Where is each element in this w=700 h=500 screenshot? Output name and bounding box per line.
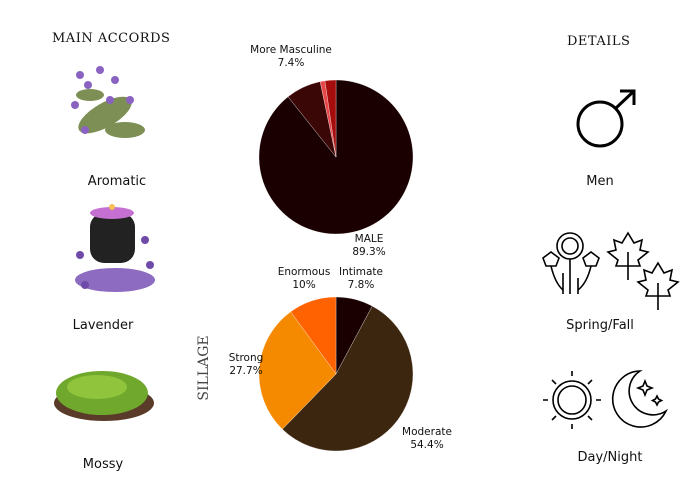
detail-label-spring-fall: Spring/Fall xyxy=(566,318,634,333)
sage-herb-image xyxy=(71,66,145,138)
slice-label-text: MALE xyxy=(354,233,384,245)
slice-label-text: Moderate xyxy=(402,426,452,438)
slice-label-intimate: Intimate 7.8% xyxy=(339,266,383,292)
detail-label-day-night: Day/Night xyxy=(577,450,643,465)
accord-label-lavender: Lavender xyxy=(72,318,134,333)
sun-moon-icon xyxy=(543,370,668,429)
slice-value-text: 10% xyxy=(292,279,316,291)
flowers-leaves-icon xyxy=(542,231,680,310)
male-symbol-icon xyxy=(576,89,636,148)
accord-label-aromatic: Aromatic xyxy=(87,174,147,189)
lavender-candle-image xyxy=(75,204,155,292)
slice-value-text: 27.7% xyxy=(229,365,263,377)
details-heading: DETAILS xyxy=(567,34,631,49)
pie-slice-strong xyxy=(258,311,337,430)
slice-value-text: 54.4% xyxy=(410,439,444,451)
slice-label-text: Enormous xyxy=(277,266,331,278)
pie-slice-moderate xyxy=(282,305,414,452)
slice-label-text: Intimate xyxy=(338,266,384,278)
slice-label-text: More Masculine xyxy=(250,44,332,56)
main-accords-heading: MAIN ACCORDS xyxy=(52,31,171,46)
slice-value-text: 7.8% xyxy=(347,279,375,291)
slice-label-moderate: Moderate 54.4% xyxy=(402,426,452,452)
slice-label-text: Strong xyxy=(228,352,264,364)
pie-slice-enormous xyxy=(290,296,337,375)
pie-slice-unlabeled-3 xyxy=(324,79,337,158)
slice-label-more-masculine: More Masculine 7.4% xyxy=(250,44,332,70)
slice-value-text: 89.3% xyxy=(352,246,386,258)
slice-label-enormous: Enormous 10% xyxy=(278,266,331,292)
sillage-title: SILLAGE xyxy=(196,335,212,401)
slice-label-male: MALE 89.3% xyxy=(352,233,385,259)
slice-label-strong: Strong 27.7% xyxy=(229,352,264,378)
detail-label-men: Men xyxy=(586,174,614,189)
moss-image xyxy=(54,371,154,421)
slice-value-text: 7.4% xyxy=(277,57,305,69)
accord-label-mossy: Mossy xyxy=(82,457,124,472)
